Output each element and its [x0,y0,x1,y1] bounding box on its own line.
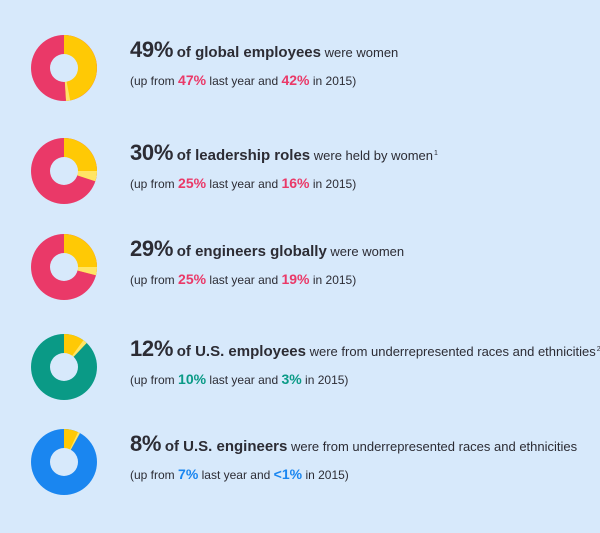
stat-subject: of U.S. engineers [164,438,288,455]
donut-hole [50,253,78,281]
donut-hole [50,448,78,476]
stat-value: 30% [130,140,174,165]
stat-text: 8% of U.S. engineers were from underrepr… [130,432,590,486]
stat-comparison: (up from 47% last year and 42% in 2015) [130,69,590,92]
footnote-marker: 2 [596,345,600,353]
stat-headline: 12% of U.S. employees were from underrep… [130,336,600,364]
stat-description: were from underrepresented races and eth… [290,439,578,454]
stat-text: 12% of U.S. employees were from underrep… [130,336,600,391]
stat-comparison: (up from 25% last year and 16% in 2015) [130,172,590,195]
comparison-prefix: (up from [130,273,175,287]
stat-subject: of engineers globally [176,243,327,260]
stat-subject: of global employees [176,44,321,61]
stat-row: 12% of U.S. employees were from underrep… [0,333,600,423]
comparison-suffix: in 2015) [312,177,357,191]
stat-text: 29% of engineers globally were women (up … [130,237,590,291]
stat-headline: 49% of global employees were women [130,38,590,65]
donut-chart [31,429,97,495]
value-2015: 16% [281,175,310,191]
donut-chart [31,138,97,204]
stat-row: 8% of U.S. engineers were from underrepr… [0,428,600,518]
stat-description: were from underrepresented races and eth… [309,344,596,359]
comparison-prefix: (up from [130,74,175,88]
donut-chart [31,35,97,101]
stat-comparison: (up from 10% last year and 3% in 2015) [130,368,590,391]
stat-row: 30% of leadership roles were held by wom… [0,137,600,227]
value-2015: 42% [281,72,310,88]
value-2015: <1% [273,466,303,482]
value-2015: 3% [281,371,302,387]
previous-year-value: 25% [178,271,207,287]
stat-value: 49% [130,37,174,62]
comparison-suffix: in 2015) [305,468,349,482]
stat-comparison: (up from 7% last year and <1% in 2015) [130,463,590,486]
comparison-middle: last year and [209,74,279,88]
stat-description: were held by women [313,148,433,163]
value-2015: 19% [281,271,310,287]
stat-value: 8% [130,431,162,456]
stat-value: 29% [130,236,174,261]
donut-hole [50,353,78,381]
stat-description: were women [324,45,399,60]
stat-subject: of U.S. employees [176,343,306,360]
stat-headline: 30% of leadership roles were held by wom… [130,141,590,168]
stat-description: were women [330,244,405,259]
stat-row: 49% of global employees were women (up fr… [0,34,600,124]
comparison-middle: last year and [201,468,271,482]
comparison-middle: last year and [209,373,279,387]
comparison-middle: last year and [209,273,279,287]
comparison-middle: last year and [209,177,279,191]
stat-subject: of leadership roles [176,147,311,164]
donut-hole [50,54,78,82]
donut-chart [31,334,97,400]
stat-comparison: (up from 25% last year and 19% in 2015) [130,268,590,291]
comparison-prefix: (up from [130,373,175,387]
stat-text: 30% of leadership roles were held by wom… [130,141,590,195]
comparison-prefix: (up from [130,468,175,482]
comparison-suffix: in 2015) [312,273,357,287]
comparison-prefix: (up from [130,177,175,191]
donut-chart [31,234,97,300]
previous-year-value: 7% [178,466,199,482]
previous-year-value: 10% [178,371,207,387]
stat-text: 49% of global employees were women (up fr… [130,38,590,92]
previous-year-value: 25% [178,175,207,191]
stat-row: 29% of engineers globally were women (up … [0,233,600,323]
footnote-marker: 1 [434,149,438,157]
stat-headline: 29% of engineers globally were women [130,237,590,264]
comparison-suffix: in 2015) [312,74,357,88]
donut-hole [50,157,78,185]
comparison-suffix: in 2015) [305,373,349,387]
stat-value: 12% [130,336,174,361]
stat-headline: 8% of U.S. engineers were from underrepr… [130,432,590,459]
previous-year-value: 47% [178,72,207,88]
percent-wedge [64,35,97,101]
